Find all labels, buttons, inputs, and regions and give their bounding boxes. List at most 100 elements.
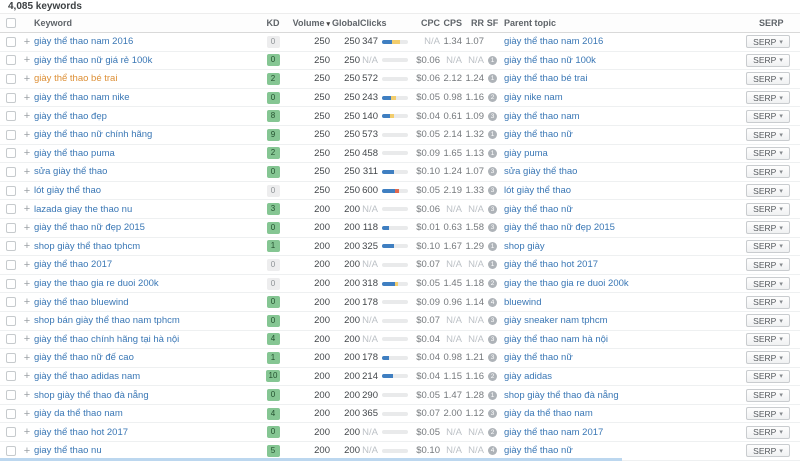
serp-button[interactable]: SERP ▾ <box>746 91 790 105</box>
column-header-kd[interactable]: KD <box>266 18 280 28</box>
expand-plus-icon[interactable]: + <box>23 92 31 103</box>
keyword-link[interactable]: lót giày thể thao <box>34 185 102 197</box>
keyword-link[interactable]: shop giày thể thao đà nẵng <box>34 389 149 401</box>
expand-plus-icon[interactable]: + <box>23 111 31 122</box>
parent-topic-link[interactable]: giày thể thao nam <box>504 110 580 122</box>
sf-badge[interactable]: 1 <box>488 130 497 140</box>
keyword-link[interactable]: giày thể thao nam 2016 <box>34 36 134 48</box>
parent-topic-link[interactable]: giày thể thao bé trai <box>504 73 588 85</box>
sf-badge[interactable]: 3 <box>488 409 497 419</box>
serp-button[interactable]: SERP ▾ <box>746 202 790 216</box>
serp-button[interactable]: SERP ▾ <box>746 184 790 198</box>
expand-plus-icon[interactable]: + <box>23 148 31 159</box>
sf-badge[interactable]: 2 <box>488 371 497 381</box>
expand-plus-icon[interactable]: + <box>23 55 31 66</box>
sf-badge[interactable]: 1 <box>488 148 497 158</box>
row-checkbox[interactable] <box>6 408 16 419</box>
parent-topic-link[interactable]: shop giày <box>504 240 545 252</box>
column-header-sf[interactable]: SF <box>486 18 499 28</box>
expand-plus-icon[interactable]: + <box>23 297 31 308</box>
keyword-link[interactable]: shop bán giày thể thao nam tphcm <box>34 315 180 327</box>
parent-topic-link[interactable]: giày thể thao nữ đẹp 2015 <box>504 222 615 234</box>
sf-badge[interactable]: 3 <box>488 353 497 363</box>
sf-badge[interactable]: 2 <box>488 427 497 437</box>
parent-topic-link[interactable]: giày sneaker nam tphcm <box>504 315 608 327</box>
row-checkbox[interactable] <box>6 55 16 66</box>
sf-badge[interactable]: 4 <box>488 446 497 456</box>
row-checkbox[interactable] <box>6 390 16 401</box>
expand-plus-icon[interactable]: + <box>23 241 31 252</box>
keyword-link[interactable]: giày thể thao bé trai <box>34 73 118 85</box>
expand-plus-icon[interactable]: + <box>23 408 31 419</box>
sf-badge[interactable]: 1 <box>488 55 497 65</box>
parent-topic-link[interactable]: giày thể thao nam 2017 <box>504 426 604 438</box>
expand-plus-icon[interactable]: + <box>23 278 31 289</box>
column-header-cps[interactable]: CPS <box>443 18 462 28</box>
keyword-link[interactable]: giày thể thao bluewind <box>34 296 129 308</box>
row-checkbox[interactable] <box>6 445 16 456</box>
column-header-cpc[interactable]: CPC <box>420 18 440 28</box>
keyword-link[interactable]: giày thể thao nữ đẹp 2015 <box>34 222 145 234</box>
serp-button[interactable]: SERP ▾ <box>746 388 790 402</box>
parent-topic-link[interactable]: giày puma <box>504 147 548 159</box>
keyword-link[interactable]: giày thể thao đẹp <box>34 110 107 122</box>
parent-topic-link[interactable]: bluewind <box>504 296 542 308</box>
keyword-link[interactable]: giày thể thao puma <box>34 147 115 159</box>
expand-plus-icon[interactable]: + <box>23 222 31 233</box>
keyword-link[interactable]: giày da thể thao nam <box>34 408 123 420</box>
serp-button[interactable]: SERP ▾ <box>746 128 790 142</box>
sf-badge[interactable]: 1 <box>488 260 497 270</box>
sf-badge[interactable]: 3 <box>488 186 497 196</box>
expand-plus-icon[interactable]: + <box>23 371 31 382</box>
expand-plus-icon[interactable]: + <box>23 352 31 363</box>
parent-topic-link[interactable]: giay the thao gia re duoi 200k <box>504 278 629 290</box>
sf-badge[interactable]: 3 <box>488 316 497 326</box>
parent-topic-link[interactable]: giày thể thao nam 2016 <box>504 36 604 48</box>
keyword-link[interactable]: giày thể thao nữ chính hãng <box>34 129 153 141</box>
row-checkbox[interactable] <box>6 92 16 103</box>
column-header-keyword[interactable]: Keyword <box>34 18 73 28</box>
column-header-parent-topic[interactable]: Parent topic <box>504 18 557 28</box>
sf-badge[interactable]: 1 <box>488 241 497 251</box>
serp-button[interactable]: SERP ▾ <box>746 295 790 309</box>
serp-button[interactable]: SERP ▾ <box>746 258 790 272</box>
expand-plus-icon[interactable]: + <box>23 315 31 326</box>
column-header-global[interactable]: Global <box>331 18 360 28</box>
keyword-link[interactable]: giày thể thao nam nike <box>34 92 130 104</box>
row-checkbox[interactable] <box>6 166 16 177</box>
serp-button[interactable]: SERP ▾ <box>746 165 790 179</box>
parent-topic-link[interactable]: sửa giày thể thao <box>504 166 578 178</box>
row-checkbox[interactable] <box>6 278 16 289</box>
serp-button[interactable]: SERP ▾ <box>746 221 790 235</box>
expand-plus-icon[interactable]: + <box>23 445 31 456</box>
row-checkbox[interactable] <box>6 352 16 363</box>
parent-topic-link[interactable]: giày thể thao hot 2017 <box>504 259 599 271</box>
sf-badge[interactable]: 4 <box>488 297 497 307</box>
parent-topic-link[interactable]: shop giày thể thao đà nẵng <box>504 389 619 401</box>
sf-badge[interactable]: 3 <box>488 204 497 214</box>
sf-badge[interactable]: 1 <box>488 390 497 400</box>
row-checkbox[interactable] <box>6 204 16 215</box>
keyword-link[interactable]: giay thể thao nu <box>34 445 102 457</box>
serp-button[interactable]: SERP ▾ <box>746 314 790 328</box>
parent-topic-link[interactable]: lót giày thể thao <box>504 185 572 197</box>
keyword-link[interactable]: giày thể thao nữ đế cao <box>34 352 134 364</box>
row-checkbox[interactable] <box>6 315 16 326</box>
expand-plus-icon[interactable]: + <box>23 334 31 345</box>
keyword-link[interactable]: giày thể thao adidas nam <box>34 370 141 382</box>
row-checkbox[interactable] <box>6 371 16 382</box>
serp-button[interactable]: SERP ▾ <box>746 369 790 383</box>
sf-badge[interactable]: 3 <box>488 167 497 177</box>
parent-topic-link[interactable]: giày adidas <box>504 370 553 382</box>
expand-plus-icon[interactable]: + <box>23 166 31 177</box>
row-checkbox[interactable] <box>6 427 16 438</box>
serp-button[interactable]: SERP ▾ <box>746 53 790 67</box>
select-all-checkbox[interactable] <box>6 18 16 28</box>
keyword-link[interactable]: giày thể thao 2017 <box>34 259 113 271</box>
row-checkbox[interactable] <box>6 148 16 159</box>
row-checkbox[interactable] <box>6 241 16 252</box>
serp-button[interactable]: SERP ▾ <box>746 351 790 365</box>
row-checkbox[interactable] <box>6 36 16 47</box>
parent-topic-link[interactable]: giày thể thao nữ 100k <box>504 54 596 66</box>
sf-badge[interactable]: 1 <box>488 74 497 84</box>
